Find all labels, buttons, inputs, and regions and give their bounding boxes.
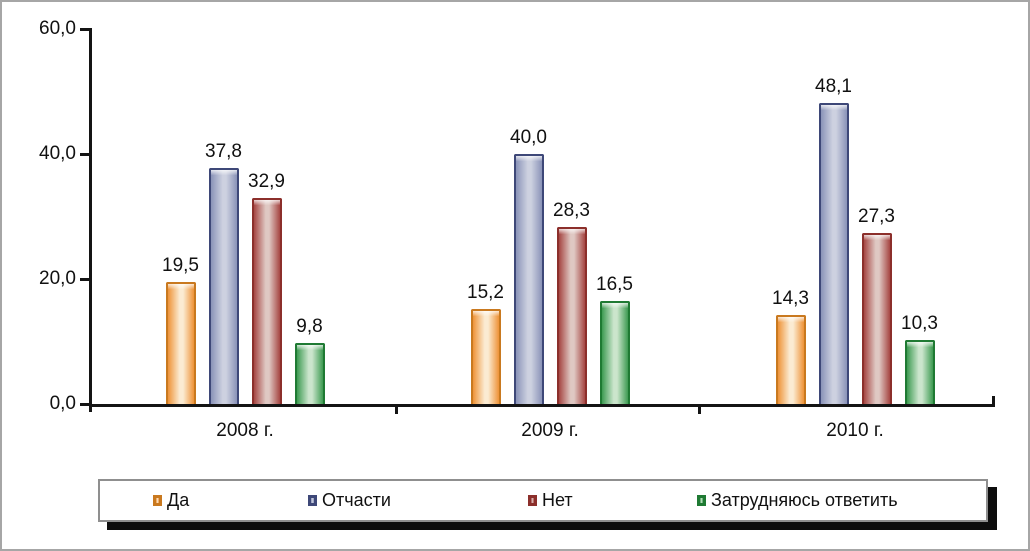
bar-value-label: 48,1 xyxy=(815,76,852,97)
legend-item-2: Отчасти xyxy=(308,481,391,520)
legend-marker-icon xyxy=(697,495,706,506)
bar-отчасти-2009 xyxy=(513,154,544,404)
bar-да-2009 xyxy=(470,309,501,404)
category-label: 2010 г. xyxy=(826,420,884,441)
bar-нет-2008 xyxy=(251,198,282,404)
y-axis-tick xyxy=(80,28,92,31)
bar-нет-2009 xyxy=(556,227,587,404)
y-axis-line xyxy=(89,28,92,412)
bar-value-label: 14,3 xyxy=(772,288,809,309)
bar-value-label: 32,9 xyxy=(248,171,285,192)
y-axis-tick-label: 0,0 xyxy=(49,393,76,414)
legend-marker-icon xyxy=(153,495,162,506)
y-axis-tick-label: 40,0 xyxy=(39,143,76,164)
y-axis-tick xyxy=(80,403,92,406)
bar-да-2010 xyxy=(775,315,806,404)
bar-value-label: 19,5 xyxy=(162,255,199,276)
bar-затрудняюсь-ответить-2009 xyxy=(599,301,630,404)
y-axis-tick xyxy=(80,278,92,281)
legend-marker-icon xyxy=(528,495,537,506)
y-axis-tick xyxy=(80,153,92,156)
bar-затрудняюсь-ответить-2008 xyxy=(294,343,325,404)
bar-value-label: 28,3 xyxy=(553,200,590,221)
y-axis-tick-label: 20,0 xyxy=(39,268,76,289)
legend-item-4: Затрудняюсь ответить xyxy=(697,481,898,520)
x-axis-end-tick xyxy=(992,396,995,407)
category-label: 2009 г. xyxy=(521,420,579,441)
bar-отчасти-2010 xyxy=(818,103,849,404)
bar-отчасти-2008 xyxy=(208,168,239,404)
bar-нет-2010 xyxy=(861,233,892,404)
legend-item-3: Нет xyxy=(528,481,573,520)
bar-да-2008 xyxy=(165,282,196,404)
bar-затрудняюсь-ответить-2010 xyxy=(904,340,935,404)
legend-label: Да xyxy=(167,490,190,510)
legend-label: Нет xyxy=(542,490,573,510)
legend-label: Затрудняюсь ответить xyxy=(711,490,898,510)
x-axis-line xyxy=(89,404,995,407)
legend-marker-icon xyxy=(308,495,317,506)
bar-value-label: 27,3 xyxy=(858,206,895,227)
bar-value-label: 9,8 xyxy=(296,316,323,337)
bar-value-label: 16,5 xyxy=(596,274,633,295)
legend-item-1: Да xyxy=(153,481,189,520)
bar-value-label: 40,0 xyxy=(510,127,547,148)
bar-value-label: 10,3 xyxy=(901,313,938,334)
bar-value-label: 37,8 xyxy=(205,141,242,162)
category-label: 2008 г. xyxy=(216,420,274,441)
x-axis-tick xyxy=(698,404,701,414)
legend: Да Отчасти Нет Затрудняюсь ответить xyxy=(98,479,988,522)
legend-label: Отчасти xyxy=(322,490,391,510)
x-axis-tick xyxy=(395,404,398,414)
y-axis-tick-label: 60,0 xyxy=(39,18,76,39)
bar-value-label: 15,2 xyxy=(467,282,504,303)
